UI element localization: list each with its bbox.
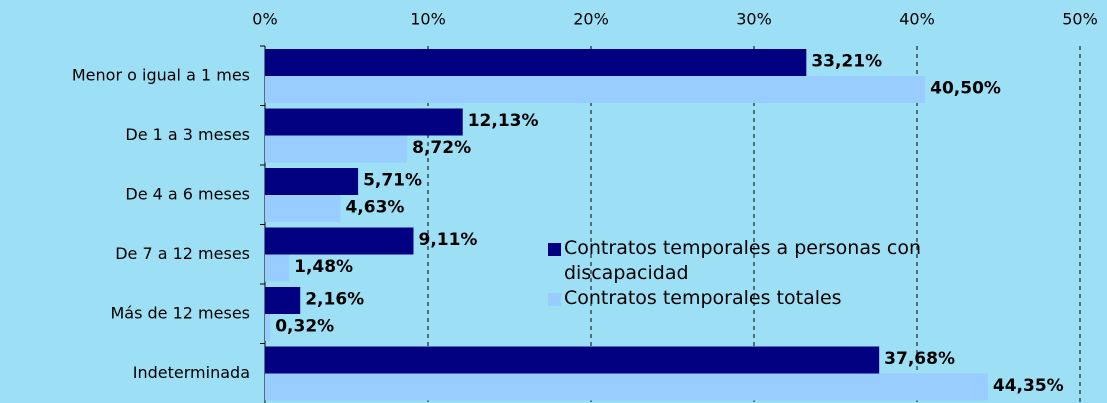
value-label: 33,21%: [811, 52, 882, 72]
y-tick-label: De 7 a 12 meses: [115, 244, 250, 263]
x-tick-label: 40%: [899, 10, 935, 29]
value-label: 37,68%: [884, 349, 955, 369]
x-tick-label: 10%: [410, 10, 446, 29]
y-tick-label: De 4 a 6 meses: [125, 185, 250, 204]
x-tick-label: 20%: [573, 10, 609, 29]
value-label: 40,50%: [930, 79, 1001, 99]
value-label: 0,32%: [275, 317, 334, 337]
bar: [265, 346, 880, 374]
bar: [265, 373, 988, 401]
value-label: 44,35%: [993, 376, 1064, 396]
legend-item: Contratos temporales a personas con disc…: [548, 236, 1048, 286]
value-label: 1,48%: [294, 257, 353, 277]
y-tick-label: Menor o igual a 1 mes: [72, 66, 250, 85]
value-label: 4,63%: [345, 198, 404, 218]
bar: [265, 314, 271, 341]
bar: [265, 49, 807, 76]
y-tick-label: De 1 a 3 meses: [125, 125, 250, 144]
value-label: 9,11%: [418, 230, 477, 250]
bar: [265, 287, 301, 314]
bar: [265, 254, 290, 282]
legend: Contratos temporales a personas con disc…: [548, 236, 1048, 311]
bar: [265, 168, 359, 195]
legend-label: Contratos temporales a personas con disc…: [564, 237, 922, 284]
legend-label: Contratos temporales totales: [564, 287, 842, 309]
bar: [265, 227, 414, 255]
bar: [265, 76, 926, 103]
x-tick-label: 30%: [736, 10, 772, 29]
value-label: 8,72%: [412, 138, 471, 158]
bar: [265, 108, 463, 136]
bar: [265, 135, 408, 163]
y-tick-label: Indeterminada: [133, 363, 250, 382]
x-tick-label: 0%: [252, 10, 277, 29]
y-tick-label: Más de 12 meses: [110, 304, 250, 323]
value-label: 12,13%: [468, 111, 539, 131]
legend-swatch: [548, 293, 561, 306]
bar: [265, 195, 341, 222]
value-label: 2,16%: [305, 290, 364, 310]
legend-item: Contratos temporales totales: [548, 286, 1048, 311]
x-tick-label: 50%: [1062, 10, 1098, 29]
legend-swatch: [548, 243, 561, 256]
value-label: 5,71%: [363, 171, 422, 191]
